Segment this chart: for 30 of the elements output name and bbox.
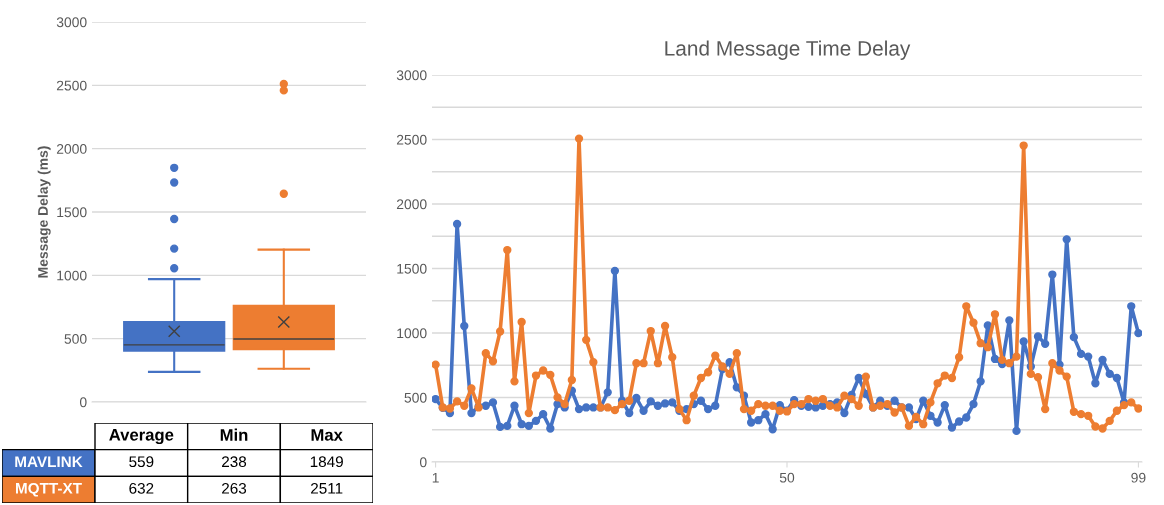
text: 632 (129, 482, 154, 494)
y-tick-label: 0 (419, 457, 427, 468)
y-tick-label: 2500 (56, 80, 87, 91)
text: Average (109, 429, 174, 445)
y-tick-label: 1500 (397, 263, 427, 274)
y-tick-label: 3000 (56, 17, 87, 28)
y-tick-label: 500 (64, 334, 87, 344)
text: 1849 (310, 456, 343, 468)
y-axis-title: Message Delay (ms) (37, 146, 51, 278)
x-tick-label: 99 (1131, 472, 1146, 483)
text: MAVLINK (15, 456, 83, 467)
x-tick-label: 1 (432, 472, 439, 483)
y-tick-label: 500 (404, 392, 427, 403)
y-tick-label: 1000 (397, 328, 427, 339)
text: 263 (222, 482, 247, 494)
x-tick-label: 50 (779, 472, 795, 483)
text: 559 (129, 456, 154, 468)
y-tick-label: 2000 (56, 144, 87, 154)
text: 238 (222, 456, 247, 468)
text: Min (220, 428, 248, 441)
y-tick-label: 3000 (396, 70, 427, 81)
chart-title: Land Message Time Delay (665, 40, 911, 60)
text: Max (311, 429, 343, 441)
text: MQTT-XT (16, 482, 82, 497)
y-tick-label: 0 (79, 397, 87, 408)
y-tick-label: 1000 (57, 270, 87, 281)
y-tick-label: 1500 (57, 207, 87, 218)
y-tick-label: 2500 (396, 134, 427, 145)
text: 2511 (311, 482, 343, 494)
y-tick-label: 2000 (396, 199, 427, 210)
